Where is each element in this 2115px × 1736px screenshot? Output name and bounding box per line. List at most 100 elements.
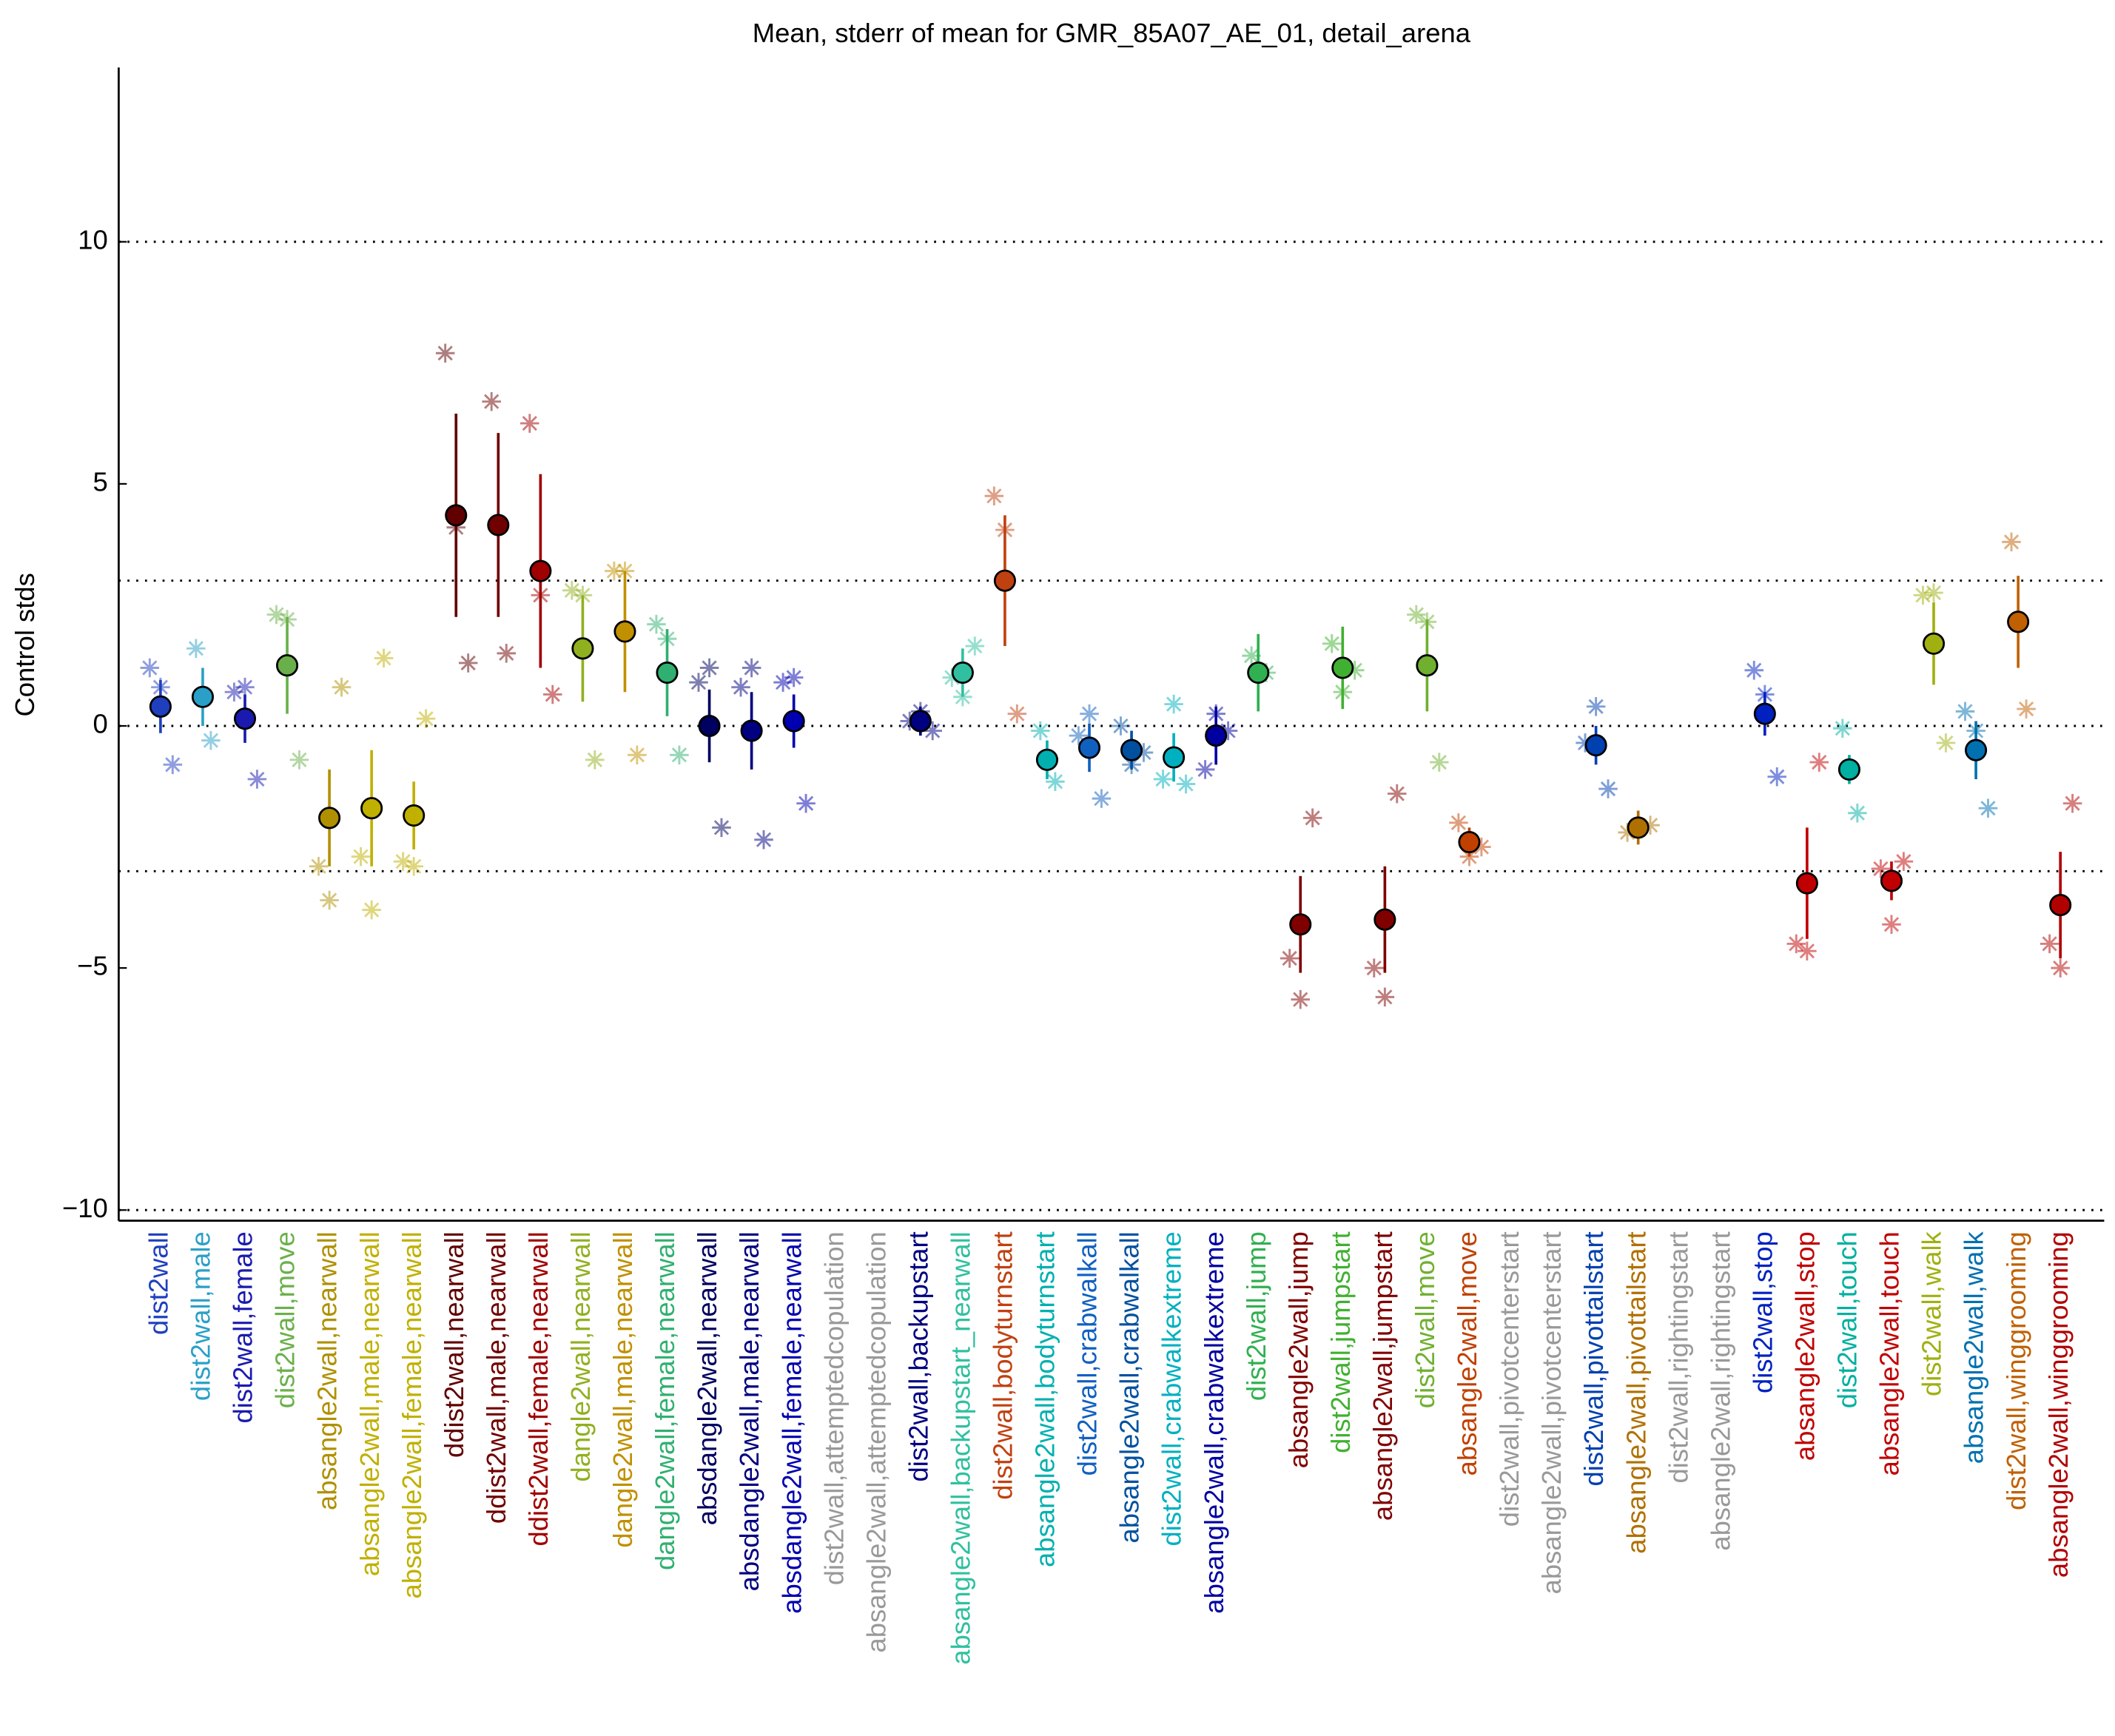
mean-marker: [2007, 610, 2030, 633]
mean-marker: [1373, 908, 1396, 931]
mean-marker: [1627, 816, 1650, 839]
point-star: [585, 750, 605, 770]
point-star: [163, 755, 183, 775]
star-stroke: [1071, 727, 1086, 744]
x-tick-label: dist2wall,pivotcenterstart: [1494, 1231, 1524, 1527]
point-star: [1936, 733, 1956, 753]
star-stroke: [1926, 585, 1942, 601]
point-star: [1955, 702, 1975, 721]
x-tick-label: absangle2wall,walk: [1959, 1231, 1989, 1464]
star-stroke: [2065, 795, 2080, 811]
point-star: [1046, 772, 1065, 791]
star-stroke: [2003, 534, 2020, 550]
mean-marker: [993, 569, 1016, 592]
star-stroke: [321, 892, 337, 908]
x-tick-label: absangle2wall,nearwall: [312, 1231, 343, 1510]
x-tick-label: dist2wall,move: [1410, 1231, 1440, 1408]
star-stroke: [545, 687, 560, 702]
mean-marker: [1247, 661, 1270, 684]
star-stroke: [395, 854, 411, 869]
point-star: [1430, 753, 1449, 772]
star-stroke: [1938, 735, 1954, 751]
y-axis-label: Control stds: [10, 573, 40, 716]
x-tick-label: absangle2wall,pivottailstart: [1621, 1231, 1651, 1553]
x-tick-label: dist2wall,bodyturnstart: [988, 1231, 1018, 1500]
y-tick-label: 0: [93, 709, 108, 739]
point-star: [1080, 704, 1099, 724]
mean-marker: [1880, 869, 1903, 892]
mean-marker: [2049, 894, 2072, 917]
mean-marker: [403, 804, 426, 827]
mean-marker: [1120, 739, 1143, 761]
mean-marker: [1458, 830, 1481, 854]
x-tick-label: absangle2wall,stop: [1790, 1231, 1820, 1461]
point-star: [404, 856, 423, 876]
star-stroke: [1473, 839, 1490, 855]
star-stroke: [1600, 781, 1616, 797]
x-tick-label: dist2wall,male: [186, 1231, 216, 1401]
star-stroke: [237, 679, 253, 695]
point-star: [497, 644, 517, 663]
star-stroke: [418, 711, 434, 727]
point-star: [351, 847, 371, 867]
star-stroke: [564, 582, 579, 598]
point-star: [984, 486, 1004, 505]
star-stroke: [1431, 754, 1447, 770]
x-tick-label: dist2wall: [144, 1231, 174, 1335]
point-star: [1375, 987, 1395, 1007]
mean-marker: [1584, 734, 1607, 757]
x-tick-label: absangle2wall,female,nearwall: [397, 1231, 427, 1598]
star-stroke: [629, 747, 645, 763]
star-stroke: [2018, 701, 2034, 717]
point-star: [393, 852, 413, 871]
point-star: [754, 830, 773, 850]
star-stroke: [713, 820, 730, 835]
point-star: [2002, 532, 2021, 552]
mean-marker: [445, 504, 468, 527]
mean-marker: [529, 559, 552, 582]
x-tick-label: absangle2wall,pivotcenterstart: [1536, 1231, 1567, 1594]
x-tick-label: absangle2wall,bodyturnstart: [1030, 1231, 1060, 1567]
x-tick-label: dangle2wall,female,nearwall: [650, 1231, 680, 1570]
point-star: [435, 343, 455, 363]
x-tick-label: absangle2wall,crabwalkextreme: [1199, 1231, 1229, 1613]
mean-marker: [613, 620, 636, 643]
mean-marker: [1837, 758, 1860, 781]
x-tick-label: absangle2wall,backupstart_nearwall: [945, 1231, 975, 1664]
x-tick-label: absangle2wall,touch: [1874, 1231, 1905, 1476]
point-star: [482, 391, 501, 411]
star-stroke: [1896, 854, 1911, 869]
star-stroke: [925, 723, 941, 739]
x-tick-label: absangle2wall,jump: [1283, 1231, 1314, 1468]
point-star: [647, 614, 666, 634]
point-star: [2040, 934, 2059, 954]
y-tick-label: 5: [93, 467, 108, 497]
point-star: [1882, 915, 1901, 934]
star-stroke: [1178, 776, 1194, 792]
x-tick-label: dist2wall,touch: [1832, 1231, 1863, 1408]
x-tick-label: absdangle2wall,female,nearwall: [776, 1231, 807, 1614]
y-tick-label: −5: [77, 951, 108, 981]
star-stroke: [1155, 771, 1171, 787]
point-star: [1449, 813, 1468, 832]
star-stroke: [1849, 805, 1866, 821]
x-tick-label: dist2wall,walk: [1917, 1231, 1947, 1396]
star-stroke: [1389, 786, 1405, 801]
mean-marker: [360, 797, 383, 820]
mean-marker: [656, 661, 679, 684]
x-tick-label: absangle2wall,winggrooming: [2043, 1231, 2074, 1578]
star-stroke: [1282, 950, 1297, 966]
x-tick-label: dist2wall,jumpstart: [1325, 1231, 1356, 1453]
star-stroke: [1835, 721, 1850, 736]
point-star: [309, 856, 329, 876]
x-tick-label: absangle2wall,jumpstart: [1368, 1231, 1398, 1521]
mean-marker: [1289, 913, 1312, 936]
star-stroke: [460, 655, 476, 671]
point-star: [201, 730, 221, 750]
point-star: [796, 793, 816, 813]
star-stroke: [1081, 706, 1097, 721]
y-tick-label: 10: [78, 224, 108, 255]
point-star: [247, 770, 267, 789]
star-stroke: [1113, 718, 1129, 734]
x-tick-label: dist2wall,backupstart: [903, 1231, 933, 1481]
